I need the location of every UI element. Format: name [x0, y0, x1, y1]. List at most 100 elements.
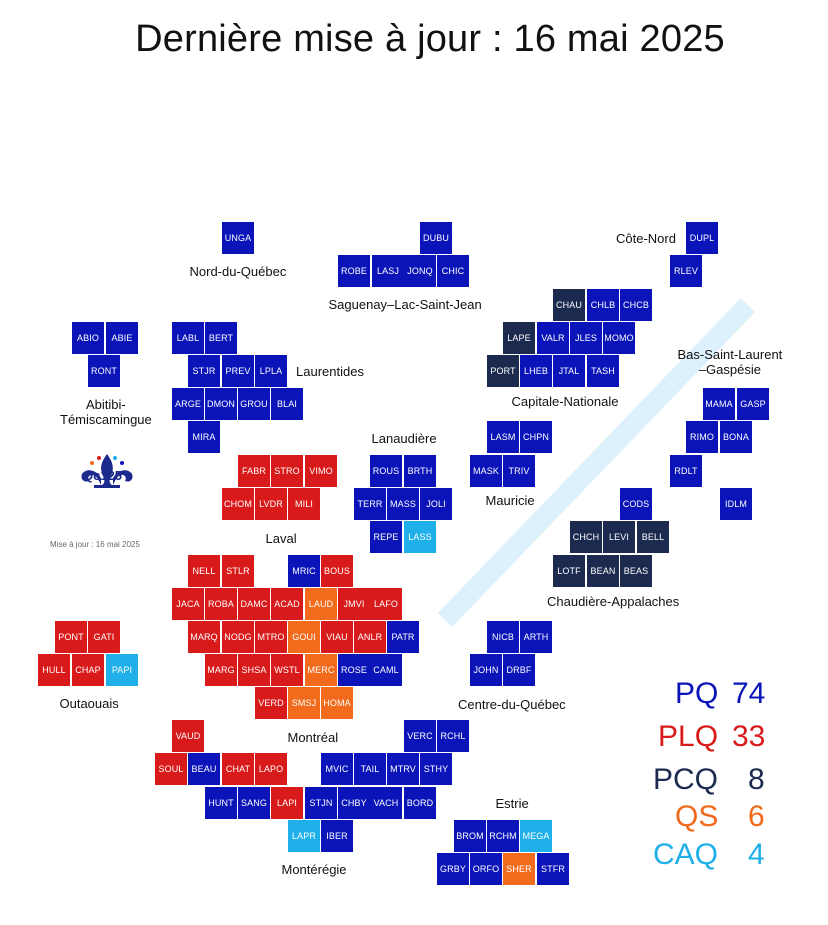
riding-momo: MOMO [603, 322, 635, 354]
riding-goui: GOUI [288, 621, 320, 653]
tally-seats-pq: 74 [732, 677, 766, 710]
riding-chom: CHOM [222, 488, 254, 520]
riding-beas: BEAS [620, 555, 652, 587]
riding-lheb: LHEB [520, 355, 552, 387]
riding-sang: SANG [238, 787, 270, 819]
riding-nicb: NICB [487, 621, 519, 653]
riding-port: PORT [487, 355, 519, 387]
riding-homa: HOMA [321, 687, 353, 719]
page-title: Dernière mise à jour : 16 mai 2025 [135, 18, 725, 60]
riding-wstl: WSTL [271, 654, 303, 686]
riding-drbf: DRBF [503, 654, 535, 686]
riding-robe: ROBE [338, 255, 370, 287]
riding-mtrv: MTRV [387, 753, 419, 785]
riding-verc: VERC [404, 720, 436, 752]
riding-chap: CHAP [72, 654, 104, 686]
riding-viau: VIAU [321, 621, 353, 653]
region-label-laval: Laval [265, 531, 297, 546]
riding-repe: REPE [370, 521, 402, 553]
riding-jaca: JACA [172, 588, 204, 620]
region-label-nord: Nord-du-Québec [189, 264, 287, 279]
region-label-montreal: Montréal [287, 730, 339, 745]
riding-bean: BEAN [587, 555, 619, 587]
riding-sher: SHER [503, 853, 535, 885]
region-label-monteregie: Montérégie [281, 862, 347, 877]
riding-chcb: CHCB [620, 289, 652, 321]
riding-gati: GATI [88, 621, 120, 653]
riding-brth: BRTH [404, 455, 436, 487]
riding-rchm: RCHM [487, 820, 519, 852]
riding-roba: ROBA [205, 588, 237, 620]
riding-tash: TASH [587, 355, 619, 387]
riding-levi: LEVI [603, 521, 635, 553]
riding-dupl: DUPL [686, 222, 718, 254]
riding-hunt: HUNT [205, 787, 237, 819]
riding-nodg: NODG [222, 621, 254, 653]
riding-abie: ABIE [106, 322, 138, 354]
riding-labl: LABL [172, 322, 204, 354]
riding-damc: DAMC [238, 588, 270, 620]
riding-gasp: GASP [737, 388, 769, 420]
riding-iber: IBER [321, 820, 353, 852]
tally-seats-pcq: 8 [748, 763, 765, 796]
region-label-laurentides: Laurentides [296, 364, 364, 379]
logo-wordmark: Qc125 [83, 468, 123, 483]
riding-tail: TAIL [354, 753, 386, 785]
riding-mega: MEGA [520, 820, 552, 852]
region-label-centre: Centre-du-Québec [458, 697, 566, 712]
riding-cods: CODS [620, 488, 652, 520]
riding-mric: MRIC [288, 555, 320, 587]
tally-party-pcq: PCQ [653, 763, 719, 796]
riding-rdlt: RDLT [670, 455, 702, 487]
riding-bell: BELL [637, 521, 669, 553]
riding-vimo: VIMO [305, 455, 337, 487]
riding-unga: UNGA [222, 222, 254, 254]
riding-lotf: LOTF [553, 555, 585, 587]
region-label-saguenay: Saguenay–Lac-Saint-Jean [328, 297, 482, 312]
riding-orfo: ORFO [470, 853, 502, 885]
riding-stjn: STJN [305, 787, 337, 819]
riding-stfr: STFR [537, 853, 569, 885]
riding-mass: MASS [387, 488, 419, 520]
riding-chch: CHCH [570, 521, 602, 553]
tally-party-qs: QS [675, 800, 719, 833]
riding-hull: HULL [38, 654, 70, 686]
riding-rlev: RLEV [670, 255, 702, 287]
riding-marg: MARG [205, 654, 237, 686]
riding-lvdr: LVDR [255, 488, 287, 520]
riding-grou: GROU [238, 388, 270, 420]
riding-chpn: CHPN [520, 421, 552, 453]
region-label-mauricie: Mauricie [485, 493, 535, 508]
riding-lpla: LPLA [255, 355, 287, 387]
riding-lapr: LAPR [288, 820, 320, 852]
riding-acad: ACAD [271, 588, 303, 620]
riding-idlm: IDLM [720, 488, 752, 520]
riding-vach: VACH [370, 787, 402, 819]
riding-lass: LASS [404, 521, 436, 553]
riding-mask: MASK [470, 455, 502, 487]
riding-mtro: MTRO [255, 621, 287, 653]
riding-beau: BEAU [188, 753, 220, 785]
riding-fabr: FABR [238, 455, 270, 487]
riding-lapi: LAPI [271, 787, 303, 819]
riding-terr: TERR [354, 488, 386, 520]
riding-bord: BORD [404, 787, 436, 819]
riding-shsa: SHSA [238, 654, 270, 686]
riding-verd: VERD [255, 687, 287, 719]
riding-lafo: LAFO [370, 588, 402, 620]
riding-pont: PONT [55, 621, 87, 653]
riding-joli: JOLI [420, 488, 452, 520]
riding-merc: MERC [305, 654, 337, 686]
region-label-bsl: Bas-Saint-Laurent –Gaspésie [677, 347, 783, 377]
riding-triv: TRIV [503, 455, 535, 487]
riding-chau: CHAU [553, 289, 585, 321]
tally-seats-plq: 33 [732, 720, 766, 753]
riding-rous: ROUS [370, 455, 402, 487]
riding-abio: ABIO [72, 322, 104, 354]
riding-mili: MILI [288, 488, 320, 520]
riding-grby: GRBY [437, 853, 469, 885]
region-label-estrie: Estrie [495, 796, 529, 811]
riding-chby: CHBY [338, 787, 370, 819]
riding-chat: CHAT [222, 753, 254, 785]
